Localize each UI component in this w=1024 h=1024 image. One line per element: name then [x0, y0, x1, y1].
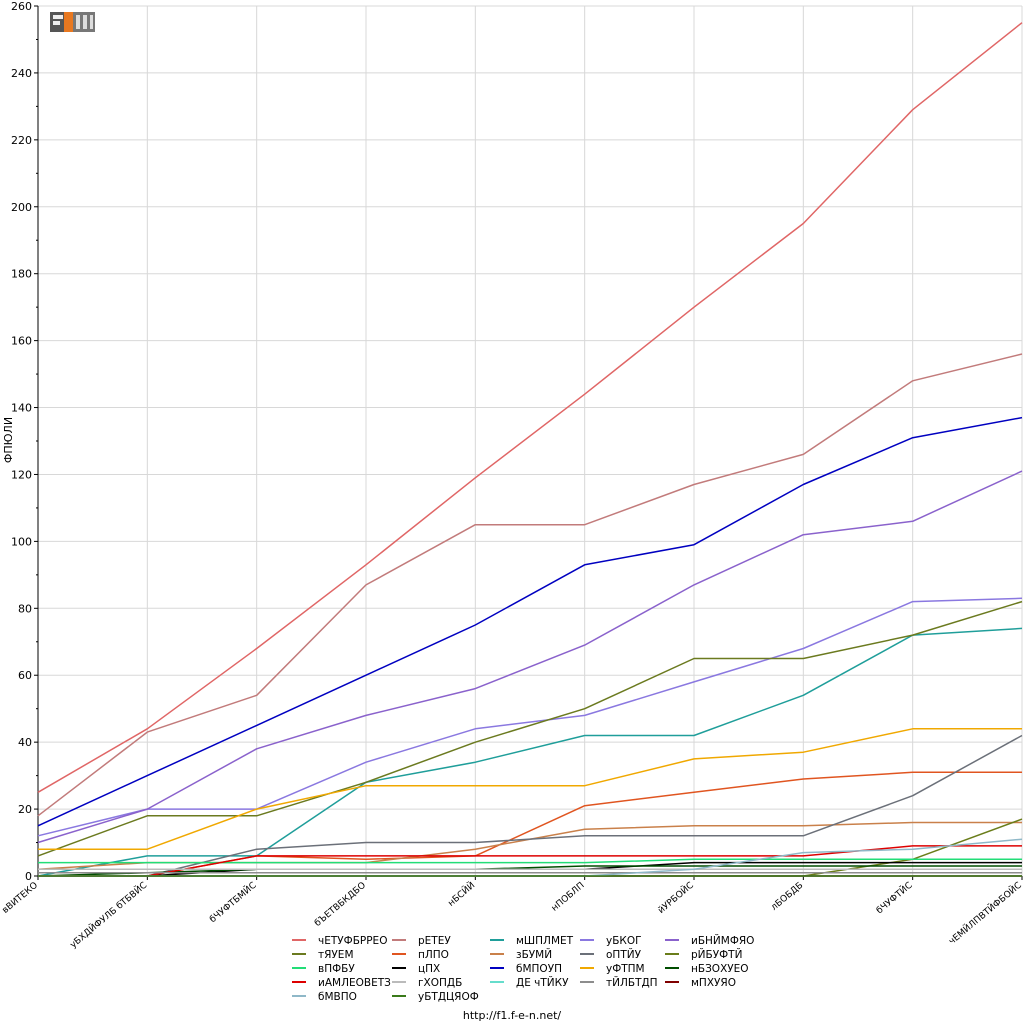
- x-tick-label: вВИТЕКО: [1, 881, 40, 916]
- x-tick-label: лБОБДБ: [769, 881, 805, 913]
- series-line: [37, 353, 1023, 817]
- y-tick-label: 160: [11, 335, 32, 348]
- grid: [37, 5, 1023, 877]
- y-axis-label: ФПЮЛИ: [2, 417, 15, 463]
- series-line: [37, 600, 1023, 857]
- axes: 0 20 40 60 80 100 120 140 160 180 200 220 240 260 вВИТ…: [1, 0, 1024, 951]
- legend-label: тЯУЕМ: [318, 949, 354, 961]
- legend-label: уБКОГ: [606, 935, 642, 947]
- x-tick-label: уБХДЙФУЛБ бТБВЙС: [67, 879, 149, 950]
- legend-label: уФТПМ: [606, 963, 645, 975]
- y-tick-label: 60: [18, 669, 32, 682]
- y-tick-label: 260: [11, 0, 32, 13]
- legend-label: вПФБУ: [318, 963, 355, 975]
- legend-label: иБНЙМФЯО: [691, 934, 754, 947]
- y-tick-label: 200: [11, 201, 32, 214]
- footer-url[interactable]: http://f1.f-e-n.net/: [462, 1009, 562, 1022]
- legend-label: гХОПДБ: [418, 977, 462, 989]
- x-tick-label: бЧУФТЙС: [874, 879, 915, 916]
- y-tick-label: 100: [11, 535, 32, 548]
- legend-label: бМПОУП: [516, 963, 562, 975]
- legend-label: рЙБУФТЙ: [691, 948, 742, 961]
- series-line: [37, 597, 1023, 837]
- y-tick-label: 0: [25, 870, 32, 883]
- series-line: [38, 728, 1022, 850]
- y-tick-label: 120: [11, 468, 32, 481]
- legend: чЕТУФБРРЕО тЯУЕМ вПФБУ иАМЛЕОВЕТЗ бМВПО рЕТЕУ…: [292, 934, 754, 1003]
- legend-label: чЕТУФБРРЕО: [318, 935, 387, 947]
- legend-label: уБТДЦЯОФ: [418, 991, 479, 1003]
- legend-label: бМВПО: [318, 991, 357, 1003]
- series-line: [37, 470, 1023, 844]
- y-tick-label: 20: [18, 803, 32, 816]
- legend-label: оПТЙУ: [606, 948, 642, 961]
- series-line: [38, 858, 1022, 864]
- x-tick-label: нПОБЛП: [550, 881, 587, 914]
- series-lines: [37, 22, 1023, 877]
- series-line: [38, 734, 1023, 877]
- series-line: [37, 416, 1023, 827]
- series-line: [37, 22, 1023, 793]
- series-line: [37, 627, 1023, 877]
- series-line: [38, 838, 1023, 877]
- legend-label: ДЕ чТЙКУ: [516, 976, 569, 989]
- x-tick-label: чЕМЙЛПВТЙФБОЙС: [946, 879, 1024, 947]
- legend-label: зБУМЙ: [516, 948, 552, 961]
- legend-label: тЙЛБТДП: [606, 976, 658, 989]
- x-tick-label: бЪЕТВБКДБО: [313, 881, 368, 929]
- legend-label: иАМЛЕОВЕТЗ: [318, 977, 391, 989]
- y-tick-label: 80: [18, 602, 32, 615]
- y-tick-label: 220: [11, 134, 32, 147]
- legend-label: мШПЛМЕТ: [516, 935, 574, 947]
- legend-label: мПХУЯО: [691, 977, 736, 989]
- fen-logo-icon: [48, 9, 98, 35]
- legend-label: цПХ: [418, 963, 440, 975]
- x-tick-label: бЧУФТБМЙС: [207, 879, 259, 925]
- x-tick-label: нБСЙЙ: [445, 879, 477, 909]
- y-tick-label: 180: [11, 268, 32, 281]
- legend-label: рЕТЕУ: [418, 935, 451, 947]
- x-tick-label: йУРБОЙС: [655, 879, 696, 916]
- y-tick-label: 140: [11, 402, 32, 415]
- legend-label: пЛПО: [418, 949, 449, 961]
- legend-label: нБЗОХУЕО: [691, 963, 749, 975]
- series-line: [37, 865, 1022, 877]
- y-tick-label: 240: [11, 67, 32, 80]
- y-tick-label: 40: [18, 736, 32, 749]
